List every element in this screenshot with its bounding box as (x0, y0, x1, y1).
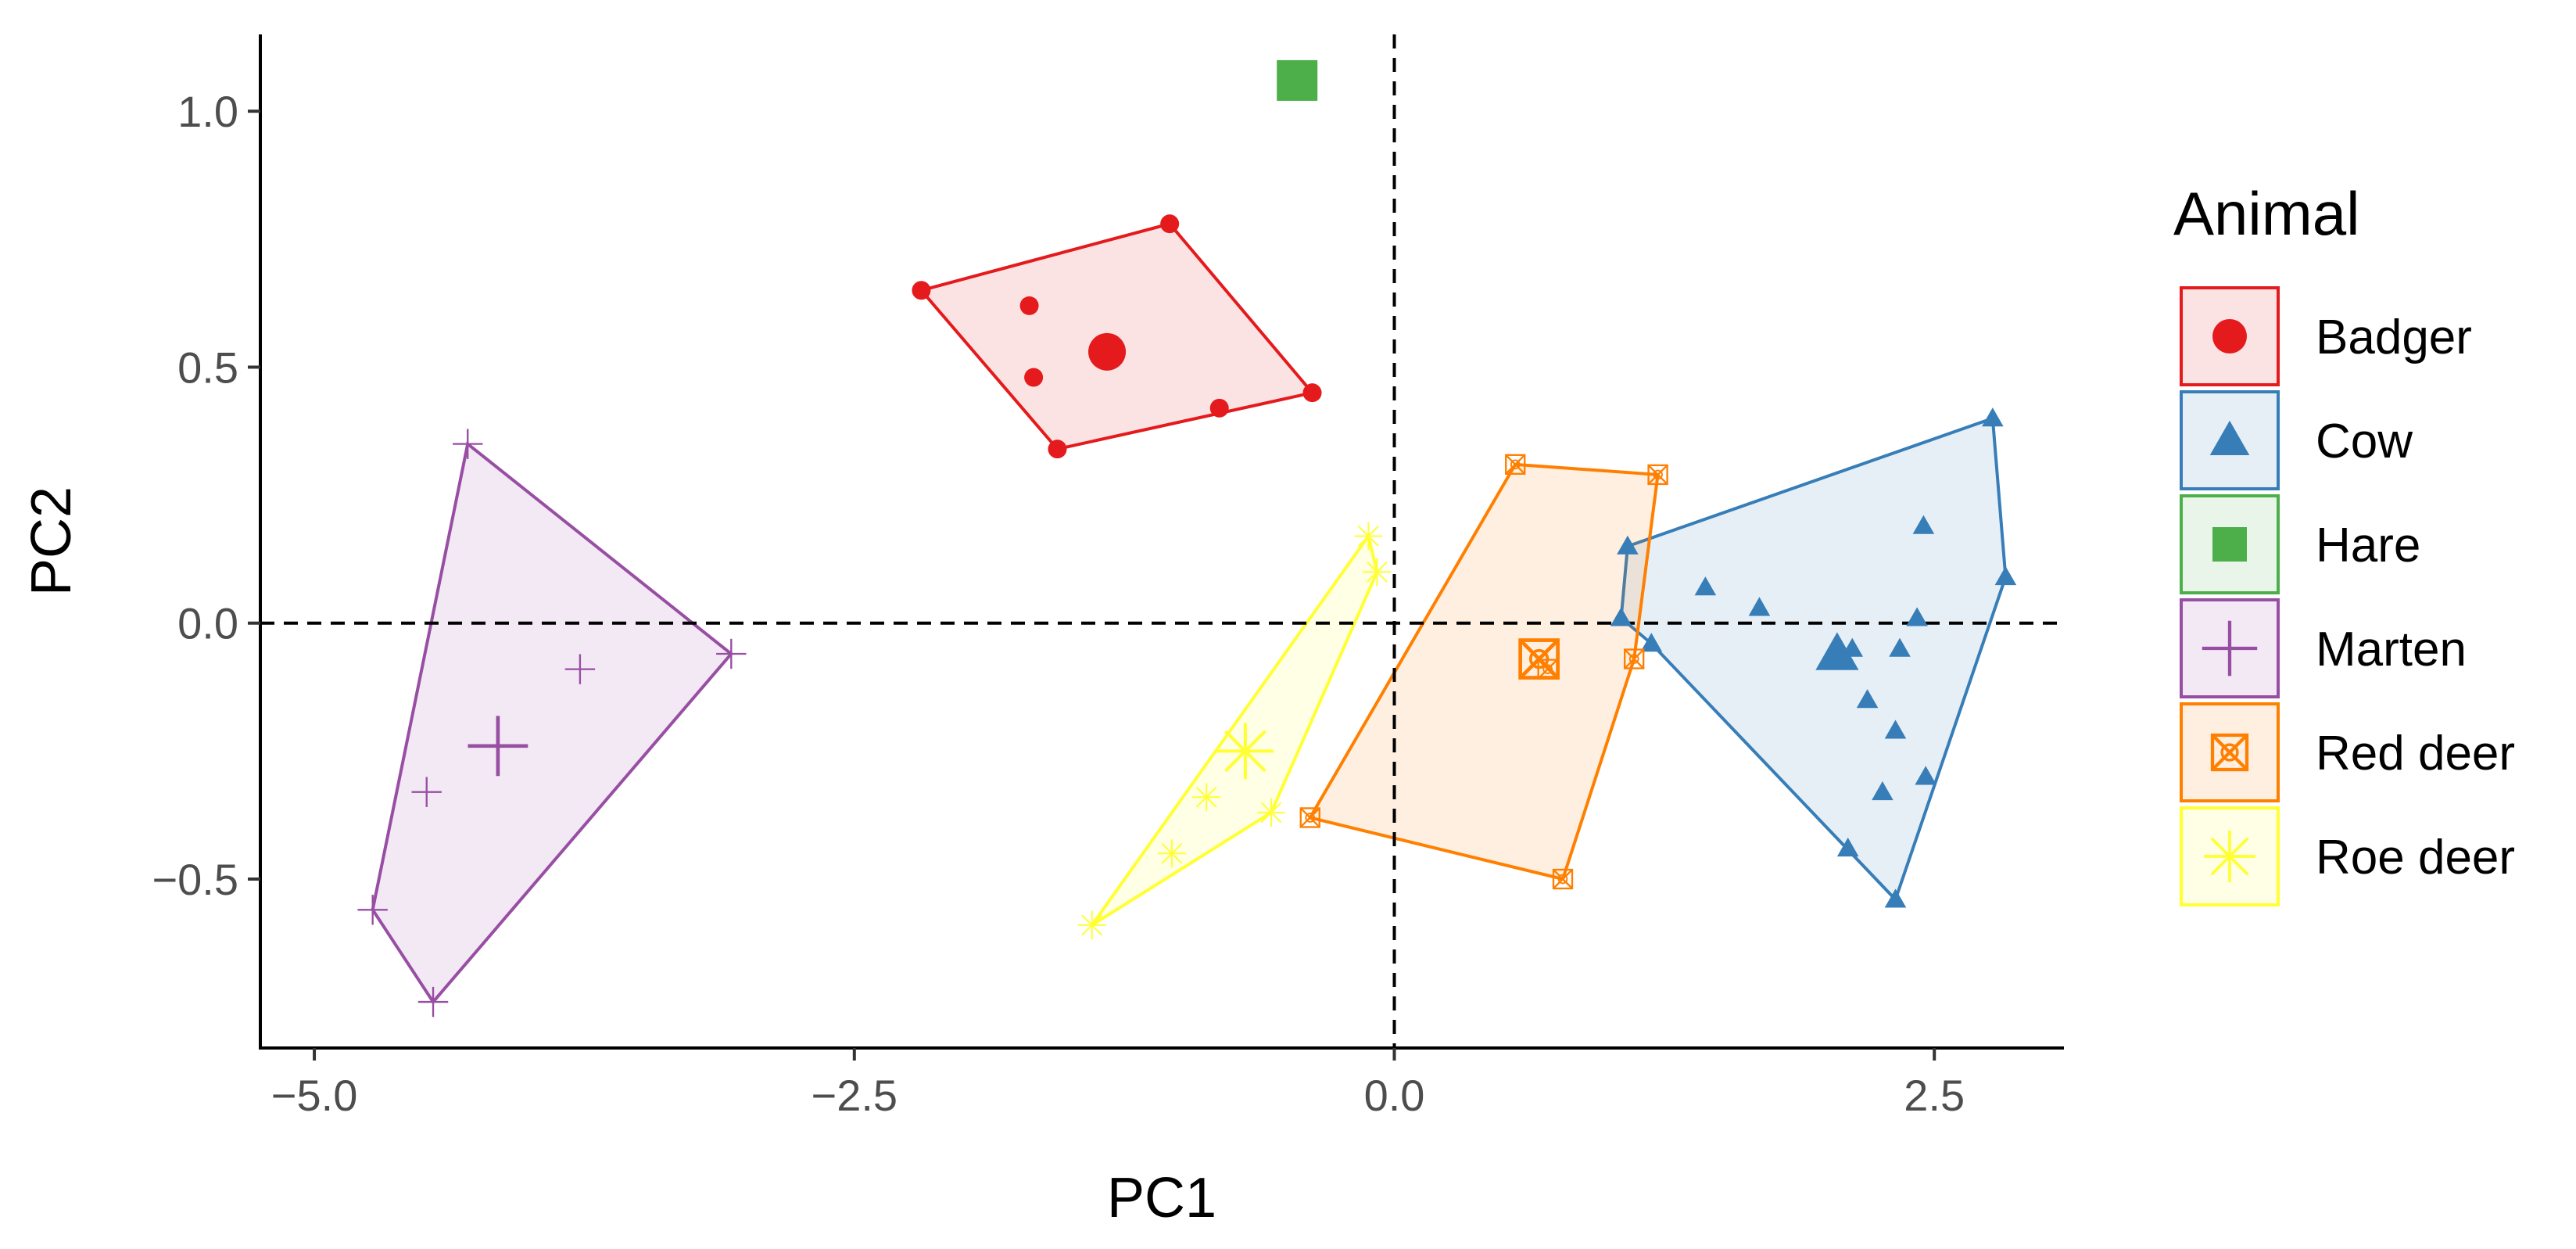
point-cow (1872, 781, 1893, 801)
hull-red-deer (1307, 462, 1660, 881)
point-badger (912, 281, 931, 300)
y-tick-label: −0.5 (152, 855, 238, 904)
y-tick-label: 0.0 (177, 599, 238, 648)
hull-roe-deer (1091, 532, 1379, 927)
legend-marker-cow (2209, 420, 2250, 455)
legend-title: Animal (2173, 179, 2359, 248)
point-badger (1209, 398, 1229, 418)
centroid-badger (1088, 332, 1127, 371)
legend-label: Cow (2316, 415, 2413, 468)
reference-lines (260, 34, 2064, 1048)
legend-item-cow: Cow (2180, 390, 2413, 490)
point-roe-deer (1077, 910, 1106, 939)
point-marten (716, 638, 747, 669)
point-roe-deer (1363, 558, 1392, 587)
y-ticks: −0.5 0.0 0.5 1.0 (152, 87, 260, 904)
y-tick-label: 0.5 (177, 343, 238, 392)
point-cow (1748, 597, 1771, 616)
point-cow (1856, 689, 1879, 709)
point-marten (417, 986, 449, 1018)
legend-item-red-deer: Red deer (2180, 702, 2515, 802)
point-red-deer (1624, 648, 1645, 669)
x-axis-title: PC1 (1107, 1167, 1216, 1229)
point-red-deer (1505, 454, 1526, 475)
legend-item-badger: Badger (2180, 286, 2472, 386)
y-axis-title: PC2 (20, 486, 83, 596)
point-badger (1024, 368, 1044, 387)
point-badger (1160, 214, 1180, 234)
points-layer (357, 59, 2017, 1018)
point-cow (1915, 766, 1936, 785)
point-cow (1994, 566, 2017, 586)
legend-marker-red-deer (2210, 733, 2249, 772)
x-tick-label: 2.5 (1904, 1071, 1965, 1120)
legend-label: Hare (2316, 519, 2420, 572)
point-cow (1617, 535, 1639, 555)
legend-label: Marten (2316, 623, 2467, 677)
legend-marker-badger (2212, 319, 2247, 354)
point-roe-deer (1257, 798, 1286, 827)
point-cow (1884, 888, 1907, 908)
x-tick-label: −5.0 (271, 1071, 358, 1120)
point-roe-deer (1192, 783, 1221, 812)
point-red-deer (1299, 807, 1320, 828)
y-tick-label: 1.0 (177, 87, 238, 136)
hull-marten (371, 441, 734, 1005)
legend-item-hare: Hare (2180, 494, 2420, 594)
legend-item-roe-deer: Roe deer (2180, 806, 2515, 906)
point-cow (1884, 720, 1907, 739)
legend: Animal Badger Cow Hare Marten Red deer R… (2173, 179, 2515, 906)
legend-label: Roe deer (2316, 831, 2515, 885)
legend-marker-hare (2212, 527, 2247, 562)
legend-label: Badger (2316, 310, 2472, 364)
point-cow (1906, 607, 1928, 626)
point-marten (411, 777, 442, 807)
centroid-red-deer (1518, 638, 1560, 680)
hull-cow (1619, 416, 2008, 903)
point-roe-deer (1354, 522, 1383, 551)
centroid-cow (1815, 632, 1859, 670)
hulls-layer (371, 221, 2008, 1005)
point-marten (453, 429, 483, 459)
legend-marker-marten (2202, 620, 2258, 677)
point-red-deer (1647, 464, 1668, 486)
x-tick-label: −2.5 (811, 1071, 898, 1120)
centroid-marten (468, 716, 528, 777)
legend-item-marten: Marten (2180, 598, 2467, 698)
point-badger (1048, 440, 1067, 459)
point-cow (1912, 515, 1935, 534)
point-cow (1889, 637, 1911, 657)
point-hare (1277, 59, 1318, 101)
legend-label: Red deer (2316, 727, 2515, 781)
centroid-roe-deer (1216, 723, 1274, 780)
x-tick-label: 0.0 (1364, 1071, 1425, 1120)
point-marten (564, 654, 596, 684)
point-cow (1610, 607, 1632, 626)
point-cow (1982, 407, 2004, 427)
x-ticks: −5.0 −2.5 0.0 2.5 (271, 1048, 1965, 1120)
point-badger (1302, 383, 1322, 403)
point-marten (357, 895, 388, 925)
point-roe-deer (1157, 839, 1186, 868)
point-cow (1836, 837, 1859, 857)
legend-marker-roe-deer (2204, 831, 2255, 882)
point-badger (1019, 296, 1039, 315)
point-red-deer (1552, 868, 1574, 890)
point-cow (1640, 633, 1663, 652)
point-cow (1694, 576, 1717, 596)
